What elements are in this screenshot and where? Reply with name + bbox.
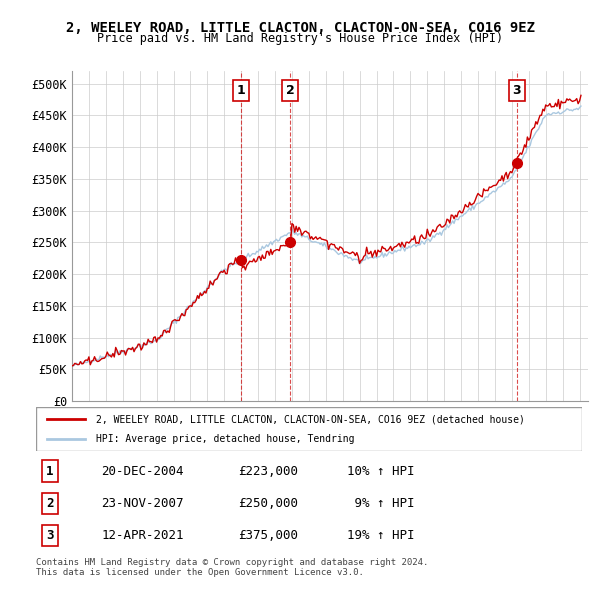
- Text: £250,000: £250,000: [238, 497, 298, 510]
- Text: Price paid vs. HM Land Registry's House Price Index (HPI): Price paid vs. HM Land Registry's House …: [97, 32, 503, 45]
- Text: 1: 1: [46, 465, 53, 478]
- Text: 23-NOV-2007: 23-NOV-2007: [101, 497, 184, 510]
- Text: 1: 1: [236, 84, 245, 97]
- Text: 9% ↑ HPI: 9% ↑ HPI: [347, 497, 415, 510]
- Text: Contains HM Land Registry data © Crown copyright and database right 2024.
This d: Contains HM Land Registry data © Crown c…: [36, 558, 428, 577]
- Text: 3: 3: [46, 529, 53, 542]
- Text: £223,000: £223,000: [238, 465, 298, 478]
- Text: HPI: Average price, detached house, Tendring: HPI: Average price, detached house, Tend…: [96, 434, 355, 444]
- Text: 2: 2: [46, 497, 53, 510]
- Text: 3: 3: [512, 84, 521, 97]
- Text: £375,000: £375,000: [238, 529, 298, 542]
- Text: 10% ↑ HPI: 10% ↑ HPI: [347, 465, 415, 478]
- Text: 19% ↑ HPI: 19% ↑ HPI: [347, 529, 415, 542]
- Text: 2: 2: [286, 84, 295, 97]
- Text: 20-DEC-2004: 20-DEC-2004: [101, 465, 184, 478]
- Text: 12-APR-2021: 12-APR-2021: [101, 529, 184, 542]
- FancyBboxPatch shape: [36, 407, 582, 451]
- Text: 2, WEELEY ROAD, LITTLE CLACTON, CLACTON-ON-SEA, CO16 9EZ (detached house): 2, WEELEY ROAD, LITTLE CLACTON, CLACTON-…: [96, 415, 525, 424]
- Text: 2, WEELEY ROAD, LITTLE CLACTON, CLACTON-ON-SEA, CO16 9EZ: 2, WEELEY ROAD, LITTLE CLACTON, CLACTON-…: [65, 21, 535, 35]
